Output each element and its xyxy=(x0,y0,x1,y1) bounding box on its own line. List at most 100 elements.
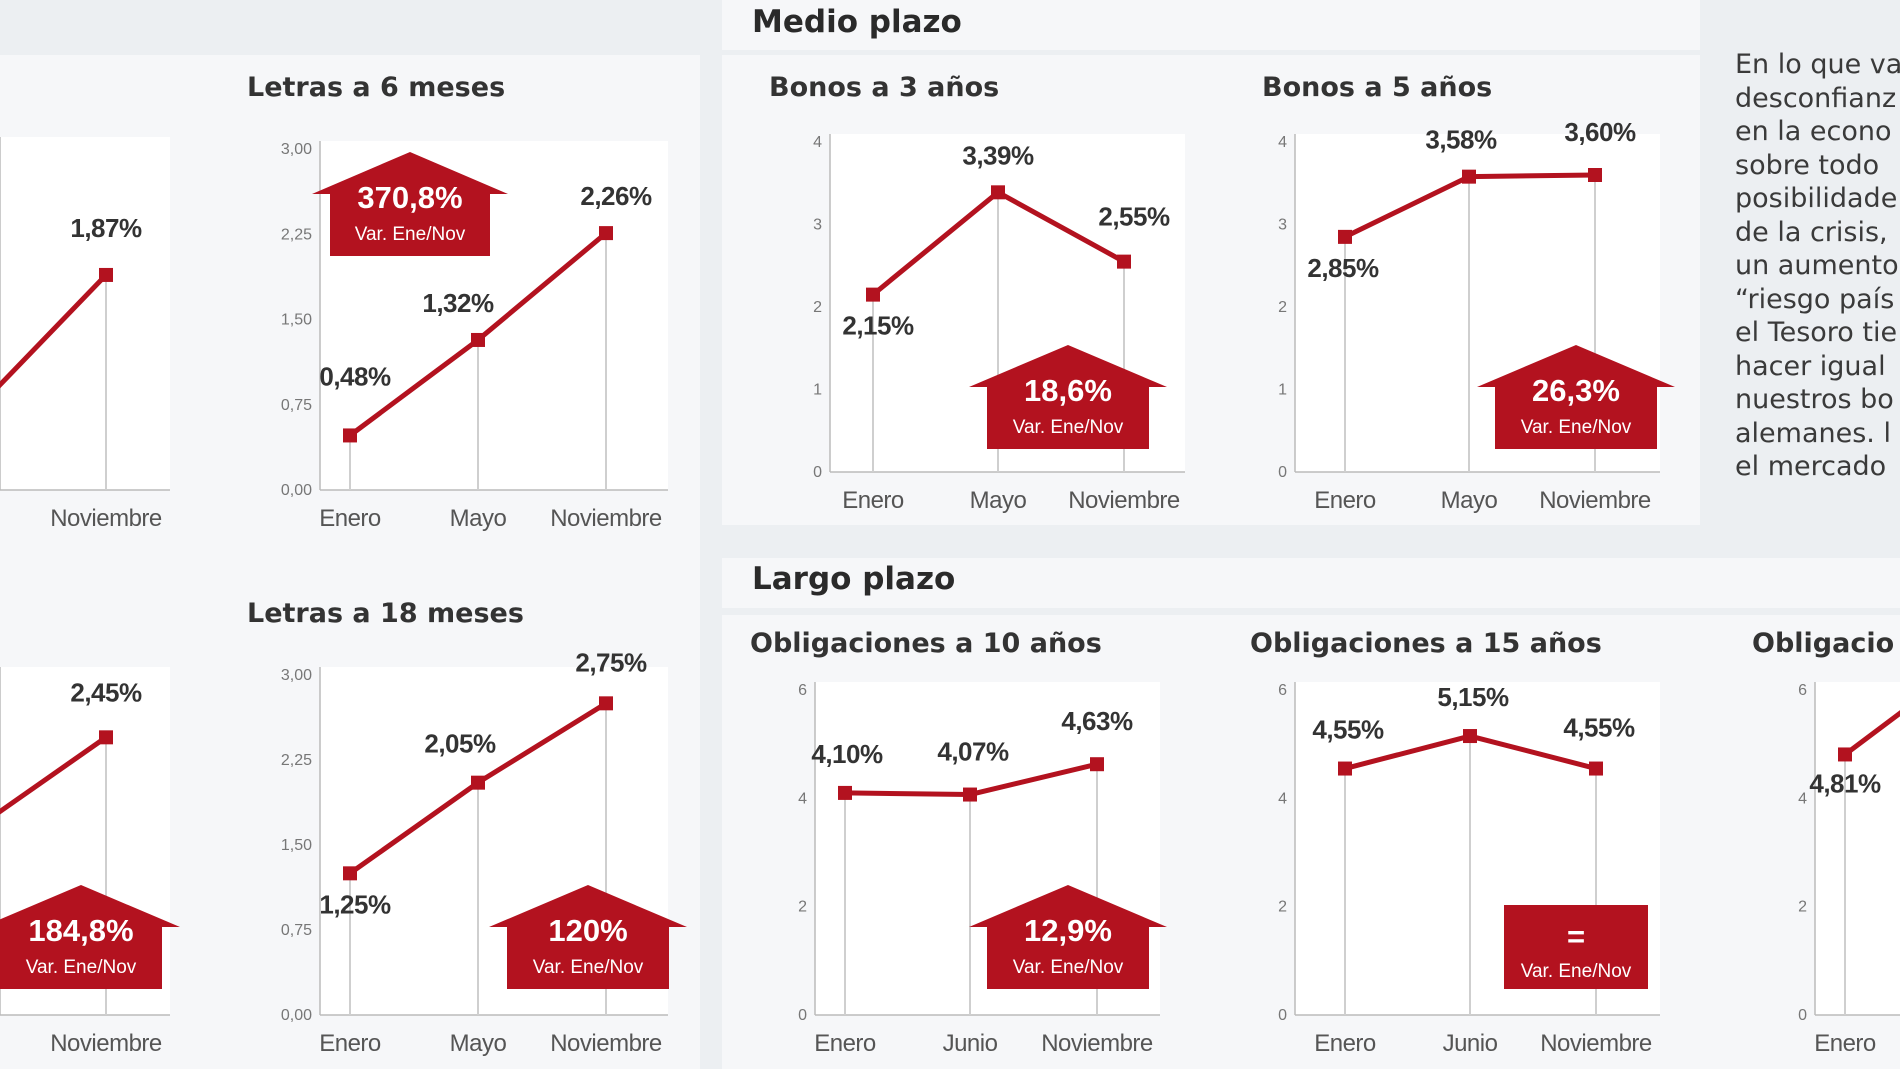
y-tick-label: 0,00 xyxy=(281,1007,312,1024)
data-point xyxy=(1462,169,1476,184)
x-tick-label: Enero xyxy=(1814,1030,1876,1057)
badge-value: 120% xyxy=(548,913,627,948)
variation-badge: 370,8% Var. Ene/Nov xyxy=(312,152,508,256)
x-tick-label: Enero xyxy=(1314,1030,1376,1057)
variation-badge: 120% Var. Ene/Nov xyxy=(489,885,687,989)
panel-medio-header xyxy=(722,0,1700,50)
data-point xyxy=(471,332,485,347)
data-point xyxy=(471,775,485,790)
y-tick-label: 4 xyxy=(1278,134,1287,151)
badge-shape xyxy=(489,885,687,989)
x-tick-label: Noviembre xyxy=(1041,1030,1153,1057)
y-tick-label: 1,50 xyxy=(281,837,312,854)
series-line xyxy=(1843,710,1900,757)
x-tick-label: Enero xyxy=(1314,487,1376,514)
data-point xyxy=(99,267,113,282)
x-tick-label: Junio xyxy=(943,1030,998,1057)
x-tick-label: Mayo xyxy=(450,1030,507,1057)
data-label: 3,39% xyxy=(962,140,1034,170)
chart-title-letras-18-meses: Letras a 18 meses xyxy=(247,598,524,629)
side-text-line: En lo que va xyxy=(1735,49,1900,80)
badge-shape xyxy=(969,885,1167,989)
data-label: 2,55% xyxy=(1098,202,1170,232)
y-tick-label: 1 xyxy=(813,382,822,399)
y-tick-label: 4 xyxy=(798,790,807,807)
variation-badge: 12,9% Var. Ene/Nov xyxy=(969,885,1167,989)
data-label: 0,48% xyxy=(319,361,391,391)
y-tick-label: 4 xyxy=(1278,790,1287,807)
y-tick-label: 0 xyxy=(1278,1007,1287,1024)
data-label: 4,07% xyxy=(937,737,1009,767)
data-label: 5,15% xyxy=(1437,682,1509,712)
section-title-medio-plazo: Medio plazo xyxy=(752,4,962,40)
y-tick-label: 2 xyxy=(813,299,822,316)
data-point xyxy=(1463,729,1477,744)
data-label: 3,60% xyxy=(1564,117,1636,147)
side-text-line: sobre todo xyxy=(1735,149,1880,181)
side-text-line: posibilidade xyxy=(1735,183,1898,214)
x-tick-label: Noviembre xyxy=(50,505,162,532)
series-line xyxy=(0,735,108,815)
x-tick-label: Noviembre xyxy=(1539,487,1651,514)
data-label: 4,63% xyxy=(1061,706,1133,736)
side-text-line: alemanes. l xyxy=(1735,417,1891,449)
y-tick-label: 6 xyxy=(1798,682,1807,699)
data-label: 2,05% xyxy=(424,729,496,759)
badge-value: 18,6% xyxy=(1024,373,1112,408)
badge-subtitle: Var. Ene/Nov xyxy=(1013,417,1124,438)
badge-shape xyxy=(969,345,1167,449)
data-point xyxy=(343,866,357,881)
chart-title-obligaciones-30-anos: Obligacio xyxy=(1752,628,1895,659)
data-point xyxy=(963,787,977,802)
side-text-line: de la crisis, xyxy=(1735,216,1888,248)
x-tick-label: Enero xyxy=(814,1030,876,1057)
data-label: 1,87% xyxy=(70,213,142,243)
data-point xyxy=(866,287,880,302)
badge-value: 12,9% xyxy=(1024,913,1112,948)
data-label: 1,25% xyxy=(319,889,391,919)
data-label: 1,32% xyxy=(422,288,494,318)
side-text-line: nuestros bo xyxy=(1735,384,1894,415)
badge-shape xyxy=(1504,905,1648,989)
y-tick-label: 2 xyxy=(1798,899,1807,916)
plot-area xyxy=(1815,682,1900,1015)
data-point xyxy=(838,785,852,800)
chart-title-bonos-5-anos: Bonos a 5 años xyxy=(1262,72,1493,103)
x-tick-label: Enero xyxy=(319,505,381,532)
data-point xyxy=(991,185,1005,200)
chart-title-bonos-3-anos: Bonos a 3 años xyxy=(769,72,1000,103)
data-label: 4,55% xyxy=(1563,713,1635,743)
data-label: 2,26% xyxy=(580,181,652,211)
y-tick-label: 2 xyxy=(798,899,807,916)
data-point xyxy=(99,730,113,745)
y-tick-label: 4 xyxy=(1798,790,1807,807)
x-tick-label: Enero xyxy=(319,1030,381,1057)
series-line xyxy=(0,273,108,389)
y-tick-label: 0,75 xyxy=(281,922,312,939)
y-tick-label: 0 xyxy=(813,464,822,481)
x-tick-label: Noviembre xyxy=(550,505,662,532)
y-tick-label: 3,00 xyxy=(281,667,312,684)
x-tick-label: Junio xyxy=(1443,1030,1498,1057)
badge-value: 370,8% xyxy=(357,180,462,215)
side-text: En lo que va desconfianz en la econo sob… xyxy=(1735,48,1900,484)
data-label: 2,75% xyxy=(575,647,647,677)
badge-value: = xyxy=(1567,919,1585,954)
data-point xyxy=(1338,229,1352,244)
side-text-line: “riesgo país xyxy=(1735,283,1895,315)
y-tick-label: 0 xyxy=(1278,464,1287,481)
data-label: 2,15% xyxy=(842,311,914,341)
x-tick-label: Mayo xyxy=(1441,487,1498,514)
data-label: 4,81% xyxy=(1809,768,1881,798)
data-label: 4,10% xyxy=(811,739,883,769)
variation-badge: = Var. Ene/Nov xyxy=(1504,905,1648,989)
badge-subtitle: Var. Ene/Nov xyxy=(1013,957,1124,978)
